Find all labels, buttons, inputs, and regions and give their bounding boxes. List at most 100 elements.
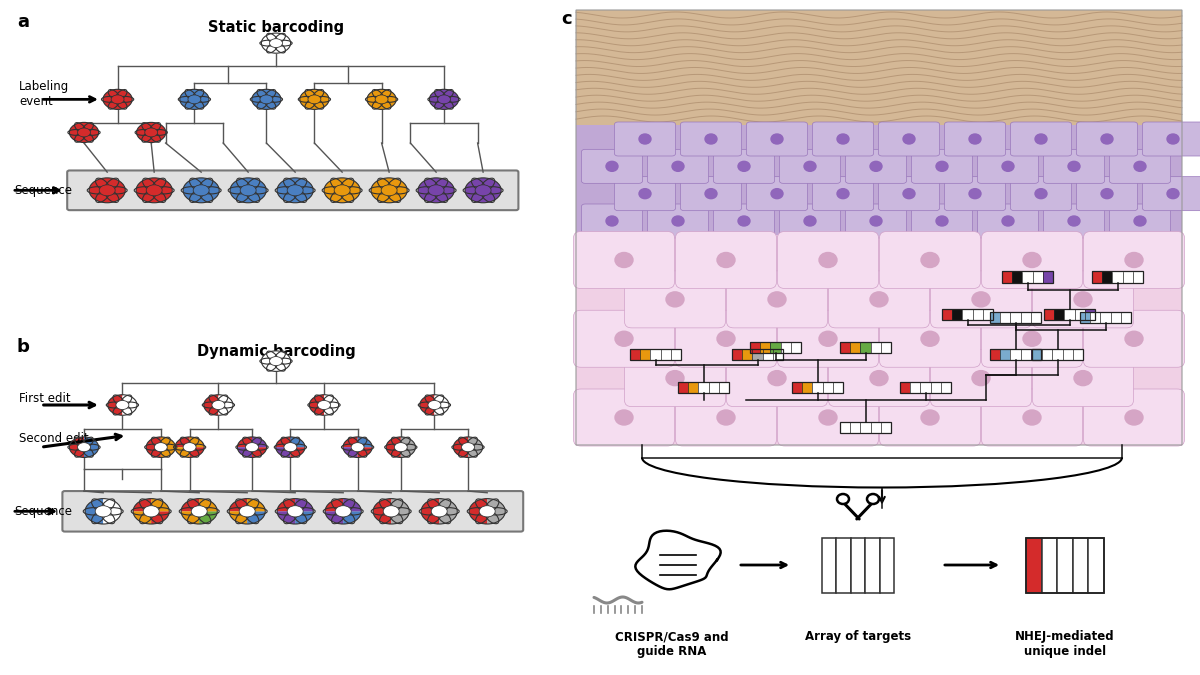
Wedge shape xyxy=(454,437,468,458)
Bar xyxy=(1092,271,1142,283)
Bar xyxy=(900,381,911,392)
Wedge shape xyxy=(421,499,439,524)
Circle shape xyxy=(870,161,882,171)
Bar xyxy=(1044,309,1055,320)
Bar xyxy=(851,537,865,593)
Bar xyxy=(990,311,1001,323)
Circle shape xyxy=(180,89,209,109)
Circle shape xyxy=(870,371,888,385)
FancyBboxPatch shape xyxy=(944,122,1006,156)
Circle shape xyxy=(922,252,940,267)
Wedge shape xyxy=(434,395,449,415)
Circle shape xyxy=(1034,134,1046,144)
Circle shape xyxy=(136,178,173,202)
Wedge shape xyxy=(84,437,98,458)
Circle shape xyxy=(904,134,916,144)
Bar xyxy=(698,381,708,392)
FancyBboxPatch shape xyxy=(778,389,878,446)
Bar xyxy=(1010,349,1020,360)
FancyBboxPatch shape xyxy=(931,350,1032,406)
Circle shape xyxy=(640,189,650,198)
FancyBboxPatch shape xyxy=(780,204,840,238)
Bar xyxy=(1063,349,1073,360)
Circle shape xyxy=(430,89,458,109)
Circle shape xyxy=(78,128,90,137)
FancyBboxPatch shape xyxy=(828,271,930,328)
Text: First edit: First edit xyxy=(19,392,71,405)
Circle shape xyxy=(972,292,990,307)
Bar xyxy=(773,349,784,360)
FancyBboxPatch shape xyxy=(625,271,726,328)
Circle shape xyxy=(270,356,282,366)
Circle shape xyxy=(324,178,360,202)
Circle shape xyxy=(78,443,90,452)
Circle shape xyxy=(1074,292,1092,307)
Bar xyxy=(865,537,880,593)
FancyBboxPatch shape xyxy=(778,310,878,367)
Circle shape xyxy=(606,161,618,171)
Bar xyxy=(840,342,851,352)
Wedge shape xyxy=(252,437,266,448)
FancyBboxPatch shape xyxy=(912,149,972,184)
Wedge shape xyxy=(133,512,151,524)
Wedge shape xyxy=(161,437,175,458)
Bar xyxy=(641,349,650,360)
Wedge shape xyxy=(439,499,457,524)
Circle shape xyxy=(466,178,502,202)
FancyBboxPatch shape xyxy=(1142,122,1200,156)
Bar xyxy=(920,381,931,392)
Bar xyxy=(1123,271,1133,283)
Wedge shape xyxy=(204,395,218,415)
Wedge shape xyxy=(325,499,343,512)
Circle shape xyxy=(382,185,397,196)
Bar xyxy=(1001,311,1010,323)
Circle shape xyxy=(838,189,850,198)
Bar xyxy=(750,342,802,352)
Bar xyxy=(1020,349,1031,360)
FancyBboxPatch shape xyxy=(1010,122,1072,156)
Circle shape xyxy=(137,122,166,142)
Circle shape xyxy=(262,351,290,371)
Bar xyxy=(678,381,730,392)
Circle shape xyxy=(666,371,684,385)
Bar xyxy=(953,309,962,320)
Circle shape xyxy=(1022,410,1042,425)
Bar xyxy=(1080,311,1091,323)
Circle shape xyxy=(870,216,882,226)
Bar xyxy=(630,349,641,360)
Bar xyxy=(708,381,719,392)
FancyBboxPatch shape xyxy=(727,350,828,406)
Bar xyxy=(576,235,1182,445)
Bar xyxy=(750,342,761,352)
FancyBboxPatch shape xyxy=(581,149,643,184)
Bar xyxy=(661,349,671,360)
Circle shape xyxy=(1022,252,1042,267)
FancyBboxPatch shape xyxy=(878,177,940,211)
FancyBboxPatch shape xyxy=(846,204,907,238)
FancyBboxPatch shape xyxy=(676,232,776,288)
Bar xyxy=(1052,349,1063,360)
Circle shape xyxy=(738,161,750,171)
Wedge shape xyxy=(175,448,190,458)
Circle shape xyxy=(768,371,786,385)
FancyBboxPatch shape xyxy=(812,122,874,156)
Circle shape xyxy=(672,216,684,226)
Wedge shape xyxy=(103,499,121,524)
Circle shape xyxy=(475,185,491,196)
FancyBboxPatch shape xyxy=(746,177,808,211)
Circle shape xyxy=(287,185,304,196)
Wedge shape xyxy=(133,499,151,512)
Wedge shape xyxy=(310,395,324,415)
FancyBboxPatch shape xyxy=(978,204,1039,238)
Circle shape xyxy=(970,134,982,144)
Text: Labeling
event: Labeling event xyxy=(19,80,70,109)
Circle shape xyxy=(838,134,850,144)
Circle shape xyxy=(143,506,160,517)
Bar xyxy=(931,381,941,392)
FancyBboxPatch shape xyxy=(944,177,1006,211)
Bar xyxy=(1088,537,1104,593)
Bar xyxy=(972,309,983,320)
FancyBboxPatch shape xyxy=(1076,122,1138,156)
Circle shape xyxy=(376,95,388,104)
Circle shape xyxy=(922,410,940,425)
